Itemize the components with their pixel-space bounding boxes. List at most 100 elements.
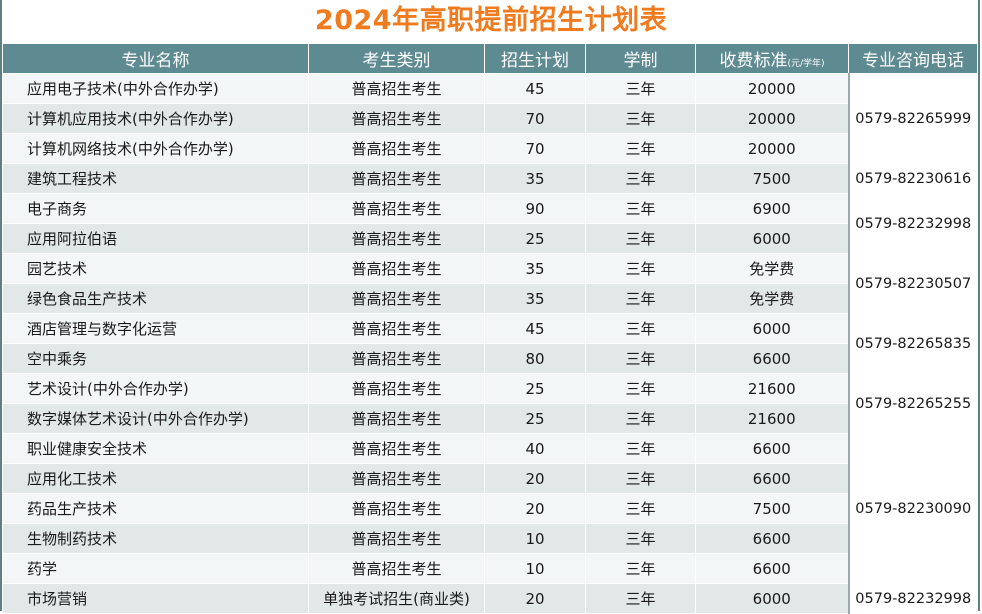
table-row: 药品生产技术 普高招生考生 20 三年 7500 [2, 493, 978, 524]
major-cell: 应用阿拉伯语 [2, 223, 309, 254]
table-row: 市场营销 单独考试招生(商业类) 20 三年 6000 0579-82232998 [2, 583, 978, 614]
duration-cell: 三年 [585, 223, 696, 254]
table-row: 绿色食品生产技术 普高招生考生 35 三年 免学费 [2, 283, 978, 314]
duration-cell: 三年 [585, 373, 696, 404]
phone-cell: 0579-82230616 [847, 163, 978, 194]
major-cell: 酒店管理与数字化运营 [2, 313, 309, 344]
plan-cell: 80 [484, 343, 586, 374]
category-cell: 普高招生考生 [308, 133, 485, 164]
duration-cell: 三年 [585, 253, 696, 284]
major-cell: 建筑工程技术 [2, 163, 309, 194]
category-cell: 普高招生考生 [308, 433, 485, 464]
major-cell: 生物制药技术 [2, 523, 309, 554]
major-cell: 电子商务 [2, 193, 309, 224]
duration-cell: 三年 [585, 553, 696, 584]
header-duration: 学制 [585, 43, 696, 74]
phone-cell: 0579-82265999 [847, 73, 978, 164]
major-cell: 应用电子技术(中外合作办学) [2, 73, 309, 104]
category-cell: 普高招生考生 [308, 403, 485, 434]
category-cell: 普高招生考生 [308, 193, 485, 224]
fee-cell: 6600 [695, 433, 849, 464]
header-phone: 专业咨询电话 [848, 43, 978, 74]
duration-cell: 三年 [585, 493, 696, 524]
duration-cell: 三年 [585, 193, 696, 224]
duration-cell: 三年 [585, 73, 696, 104]
major-cell: 绿色食品生产技术 [2, 283, 309, 314]
duration-cell: 三年 [585, 523, 696, 554]
header-fee-unit: (元/学年) [787, 59, 825, 69]
phone-cell: 0579-82265255 [847, 373, 978, 434]
fee-cell: 6600 [695, 343, 849, 374]
duration-cell: 三年 [585, 343, 696, 374]
header-category: 考生类别 [308, 43, 485, 74]
header-fee: 收费标准(元/学年) [695, 43, 849, 74]
plan-cell: 35 [484, 163, 586, 194]
fee-cell: 6600 [695, 463, 849, 494]
plan-cell: 45 [484, 73, 586, 104]
table-row: 职业健康安全技术 普高招生考生 40 三年 6600 0579-82230090 [2, 433, 978, 584]
table-row: 计算机应用技术(中外合作办学) 普高招生考生 70 三年 20000 [2, 103, 978, 134]
major-cell: 职业健康安全技术 [2, 433, 309, 464]
duration-cell: 三年 [585, 163, 696, 194]
plan-cell: 35 [484, 253, 586, 284]
fee-cell: 20000 [695, 133, 849, 164]
phone-cell: 0579-82265835 [847, 313, 978, 374]
fee-cell: 21600 [695, 403, 849, 434]
category-cell: 普高招生考生 [308, 283, 485, 314]
fee-cell: 6600 [695, 523, 849, 554]
category-cell: 普高招生考生 [308, 493, 485, 524]
fee-cell: 6900 [695, 193, 849, 224]
major-cell: 空中乘务 [2, 343, 309, 374]
category-cell: 普高招生考生 [308, 223, 485, 254]
plan-cell: 10 [484, 523, 586, 554]
table-row: 艺术设计(中外合作办学) 普高招生考生 25 三年 21600 0579-82265255 [2, 373, 978, 434]
major-cell: 数字媒体艺术设计(中外合作办学) [2, 403, 309, 434]
table-body: 应用电子技术(中外合作办学) 普高招生考生 45 三年 20000 0579-822659… [2, 73, 978, 614]
category-cell: 普高招生考生 [308, 523, 485, 554]
table-row: 药学 普高招生考生 10 三年 6600 [2, 553, 978, 584]
category-cell: 普高招生考生 [308, 553, 485, 584]
plan-cell: 35 [484, 283, 586, 314]
table-row: 应用化工技术 普高招生考生 20 三年 6600 [2, 463, 978, 494]
duration-cell: 三年 [585, 583, 696, 614]
fee-cell: 6000 [695, 223, 849, 254]
table-row: 园艺技术 普高招生考生 35 三年 免学费 0579-82230507 [2, 253, 978, 314]
duration-cell: 三年 [585, 433, 696, 464]
table-row: 建筑工程技术 普高招生考生 35 三年 7500 0579-82230616 [2, 163, 978, 194]
fee-cell: 7500 [695, 493, 849, 524]
fee-cell: 7500 [695, 163, 849, 194]
major-cell: 应用化工技术 [2, 463, 309, 494]
category-cell: 普高招生考生 [308, 373, 485, 404]
fee-cell: 6600 [695, 553, 849, 584]
table-row: 计算机网络技术(中外合作办学) 普高招生考生 70 三年 20000 [2, 133, 978, 164]
category-cell: 普高招生考生 [308, 73, 485, 104]
major-cell: 药学 [2, 553, 309, 584]
plan-cell: 70 [484, 103, 586, 134]
table-row: 电子商务 普高招生考生 90 三年 6900 0579-82232998 [2, 193, 978, 254]
plan-cell: 25 [484, 403, 586, 434]
plan-cell: 45 [484, 313, 586, 344]
plan-cell: 90 [484, 193, 586, 224]
table-row: 应用电子技术(中外合作办学) 普高招生考生 45 三年 20000 0579-822659… [2, 73, 978, 164]
phone-cell: 0579-82230507 [847, 253, 978, 314]
category-cell: 普高招生考生 [308, 253, 485, 284]
plan-cell: 40 [484, 433, 586, 464]
duration-cell: 三年 [585, 283, 696, 314]
phone-cell: 0579-82232998 [847, 193, 978, 254]
plan-cell: 10 [484, 553, 586, 584]
category-cell: 普高招生考生 [308, 103, 485, 134]
duration-cell: 三年 [585, 313, 696, 344]
duration-cell: 三年 [585, 103, 696, 134]
major-cell: 园艺技术 [2, 253, 309, 284]
category-cell: 普高招生考生 [308, 163, 485, 194]
fee-cell: 21600 [695, 373, 849, 404]
table-row: 数字媒体艺术设计(中外合作办学) 普高招生考生 25 三年 21600 [2, 403, 978, 434]
enrollment-table: 专业名称 考生类别 招生计划 学制 收费标准(元/学年) 专业咨询电话 应用电子… [2, 43, 978, 614]
fee-cell: 20000 [695, 103, 849, 134]
phone-cell: 0579-82232998 [847, 583, 978, 614]
table-row: 酒店管理与数字化运营 普高招生考生 45 三年 6000 0579-82265835 [2, 313, 978, 374]
category-cell: 普高招生考生 [308, 463, 485, 494]
table-row: 空中乘务 普高招生考生 80 三年 6600 [2, 343, 978, 374]
page-title: 2024年高职提前招生计划表 [314, 5, 668, 36]
